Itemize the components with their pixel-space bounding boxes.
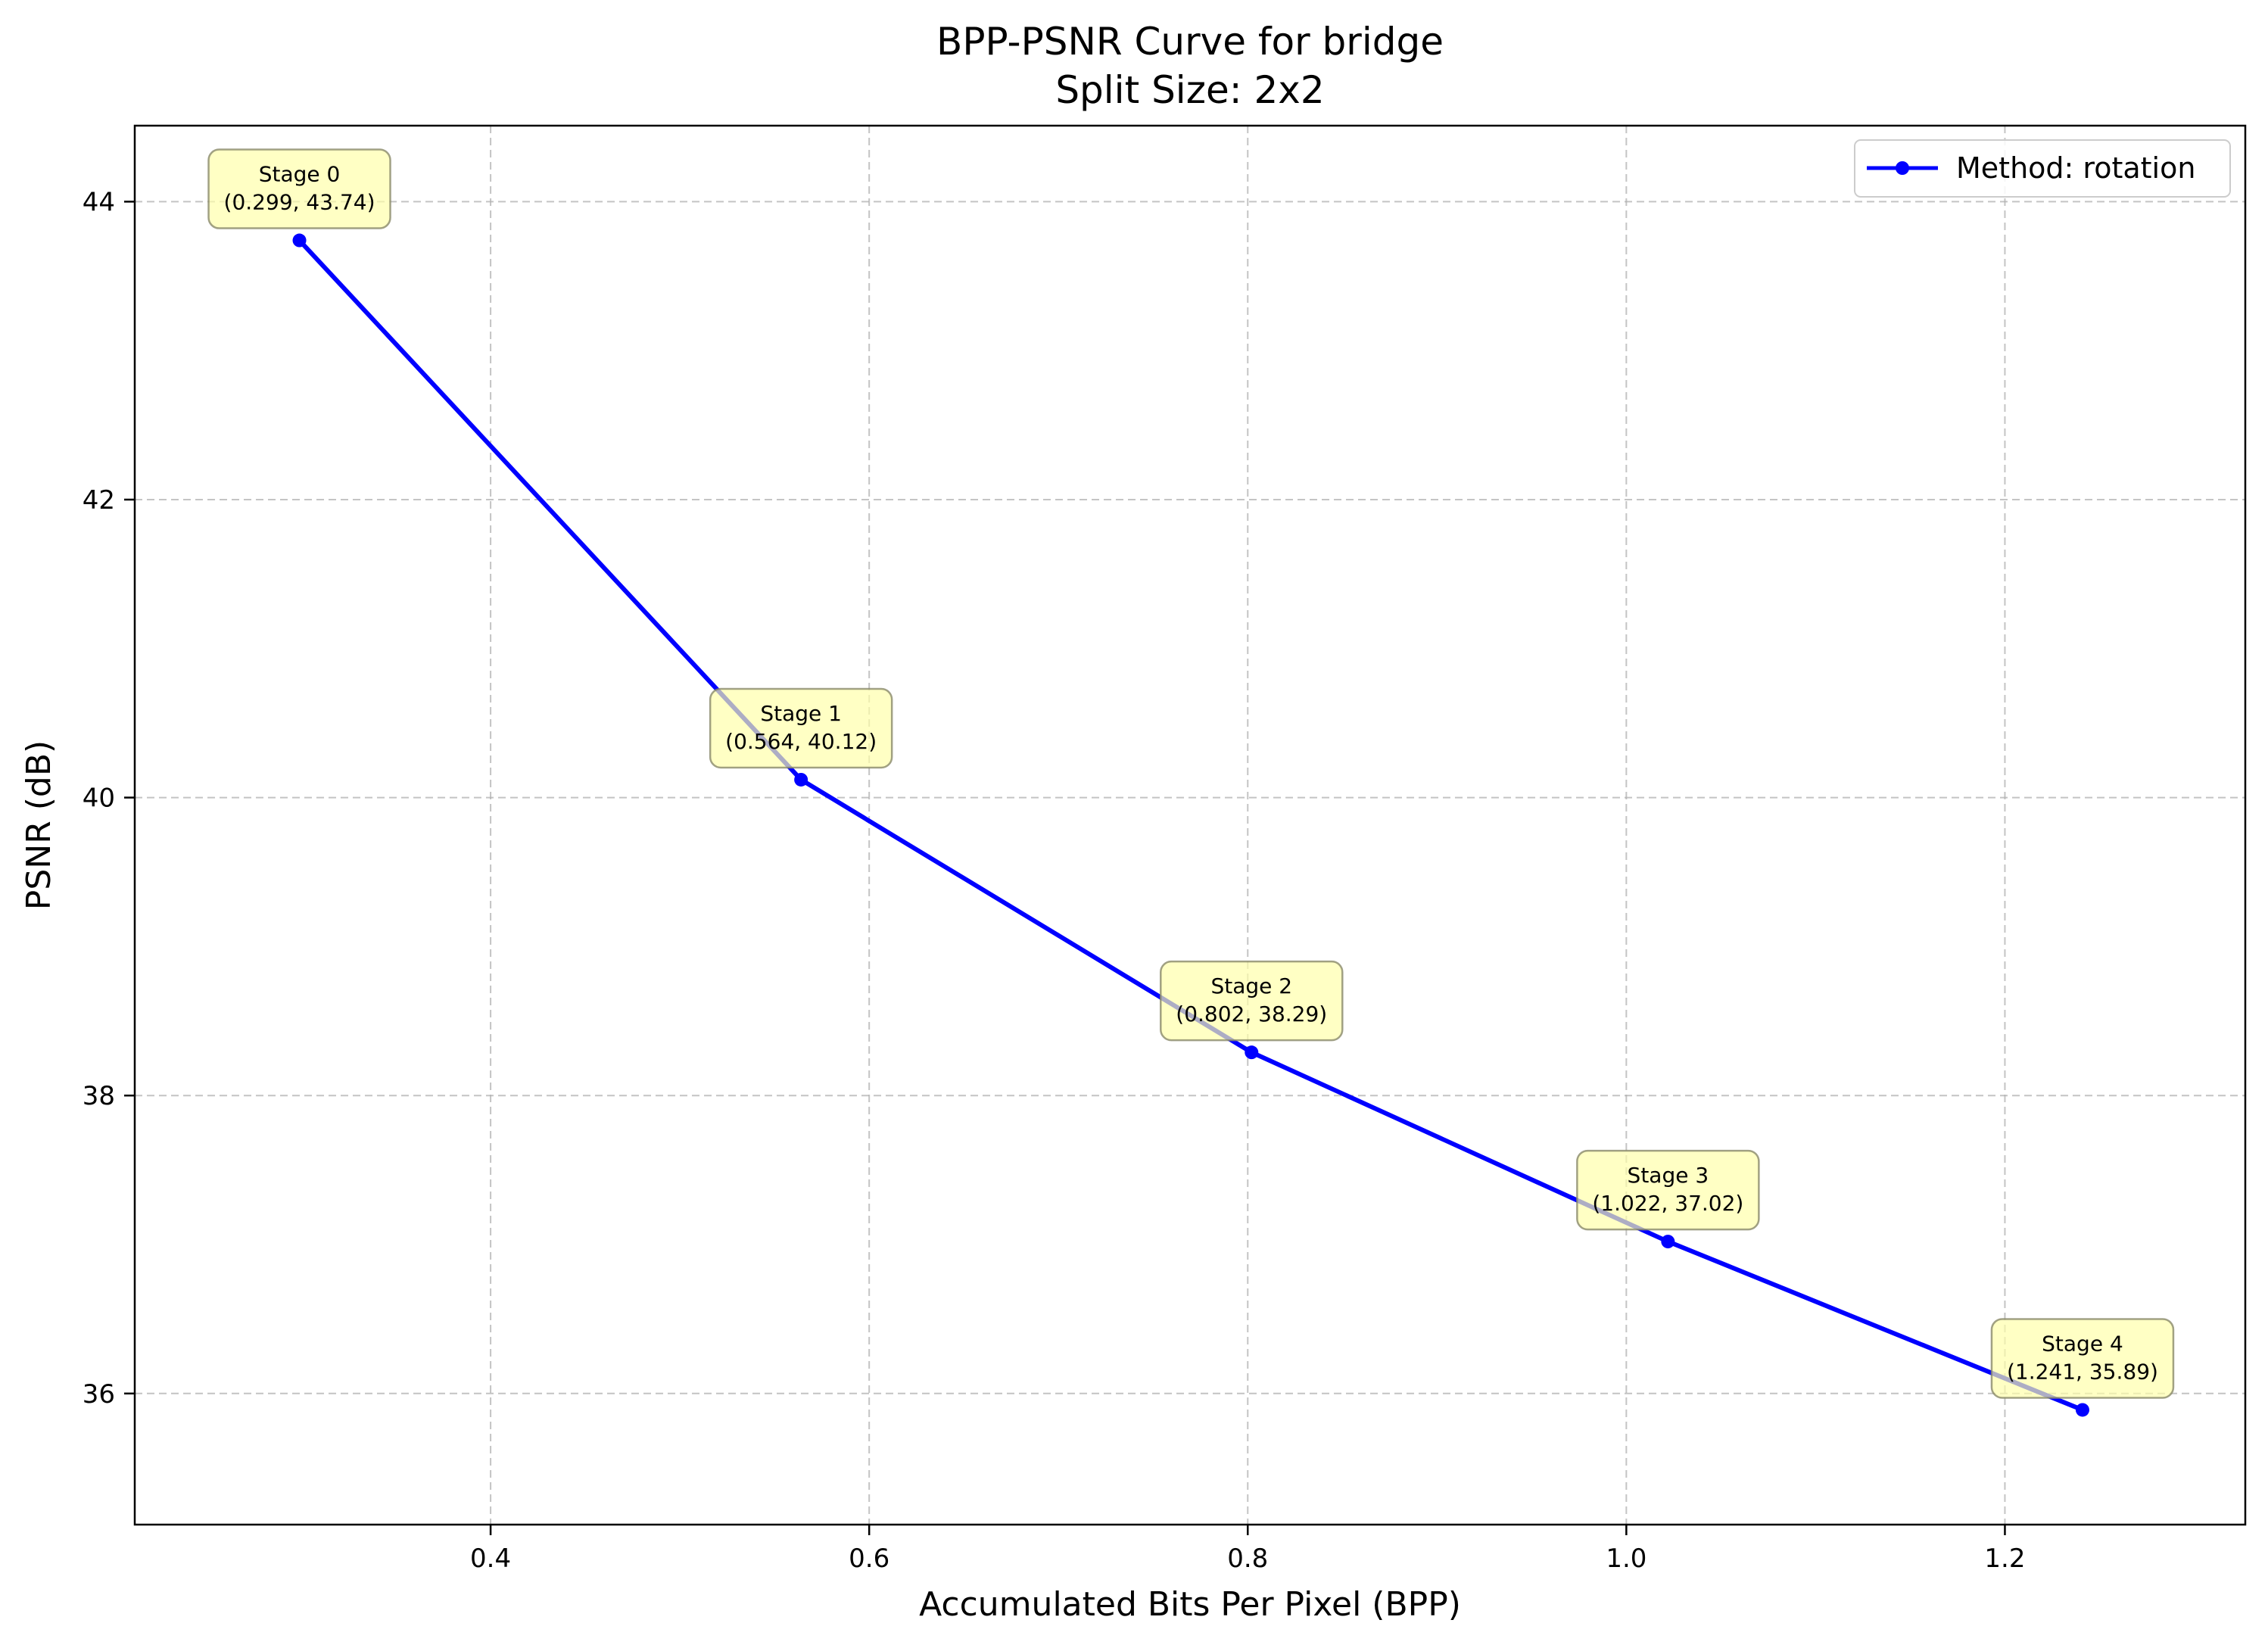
data-point: [2075, 1403, 2089, 1417]
y-axis-label: PSNR (dB): [20, 740, 58, 910]
annotation-box: [1160, 960, 1344, 1042]
annotation-coordinates: (0.802, 38.29): [1176, 1002, 1327, 1026]
annotation-coordinates: (1.022, 37.02): [1592, 1191, 1743, 1216]
annotation-coordinates: (1.241, 35.89): [2007, 1359, 2158, 1384]
annotation-box: [1576, 1149, 1760, 1231]
annotation-stage-label: Stage 0: [259, 162, 341, 187]
annotation-box: [709, 687, 893, 769]
grid-lines: [135, 126, 2245, 1525]
plot-frame: [133, 124, 2247, 1526]
x-tick-label: 0.4: [470, 1544, 511, 1574]
chart-title: BPP-PSNR Curve for bridge: [936, 20, 1444, 64]
data-point: [1245, 1045, 1259, 1060]
legend: Method: rotation: [1854, 139, 2231, 198]
series-line: [298, 238, 2084, 1413]
annotation-box: [207, 148, 391, 229]
annotation-stage-label: Stage 3: [1628, 1163, 1709, 1188]
annotations-layer: Stage 0 (0.299, 43.74) Stage 1 (0.564, 40.1…: [207, 148, 2175, 1399]
annotation-coordinates: (0.299, 43.74): [224, 190, 375, 215]
data-point: [292, 233, 307, 248]
x-tick-label: 0.8: [1227, 1544, 1268, 1574]
x-tick-label: 0.6: [849, 1544, 889, 1574]
x-tick-label: 1.0: [1606, 1544, 1646, 1574]
legend-point-marker: [1896, 161, 1909, 175]
annotation-stage-label: Stage 1: [760, 701, 842, 726]
legend-box: [1854, 139, 2231, 198]
y-tick-label: 38: [83, 1081, 115, 1111]
annotation-stage-label: Stage 4: [2042, 1331, 2123, 1356]
x-tick-label: 1.2: [1984, 1544, 2025, 1574]
axis-ticks: 0.4 0.6 0.8 1.0 1.2 36 38 40 42 44: [83, 187, 2026, 1574]
y-tick-label: 36: [83, 1379, 115, 1410]
chart-subtitle: Split Size: 2x2: [1055, 68, 1324, 112]
annotation-box: [1990, 1318, 2175, 1399]
data-point: [794, 772, 808, 787]
x-axis-label: Accumulated Bits Per Pixel (BPP): [919, 1585, 1461, 1624]
y-tick-label: 42: [83, 485, 115, 516]
y-tick-label: 44: [83, 187, 115, 217]
annotation-coordinates: (0.564, 40.12): [725, 729, 877, 754]
legend-series-name: Method: rotation: [1956, 151, 2195, 185]
series-layer: [292, 233, 2089, 1417]
annotation-stage-label: Stage 2: [1210, 974, 1292, 998]
y-tick-label: 40: [83, 784, 115, 814]
data-point: [1661, 1235, 1675, 1249]
